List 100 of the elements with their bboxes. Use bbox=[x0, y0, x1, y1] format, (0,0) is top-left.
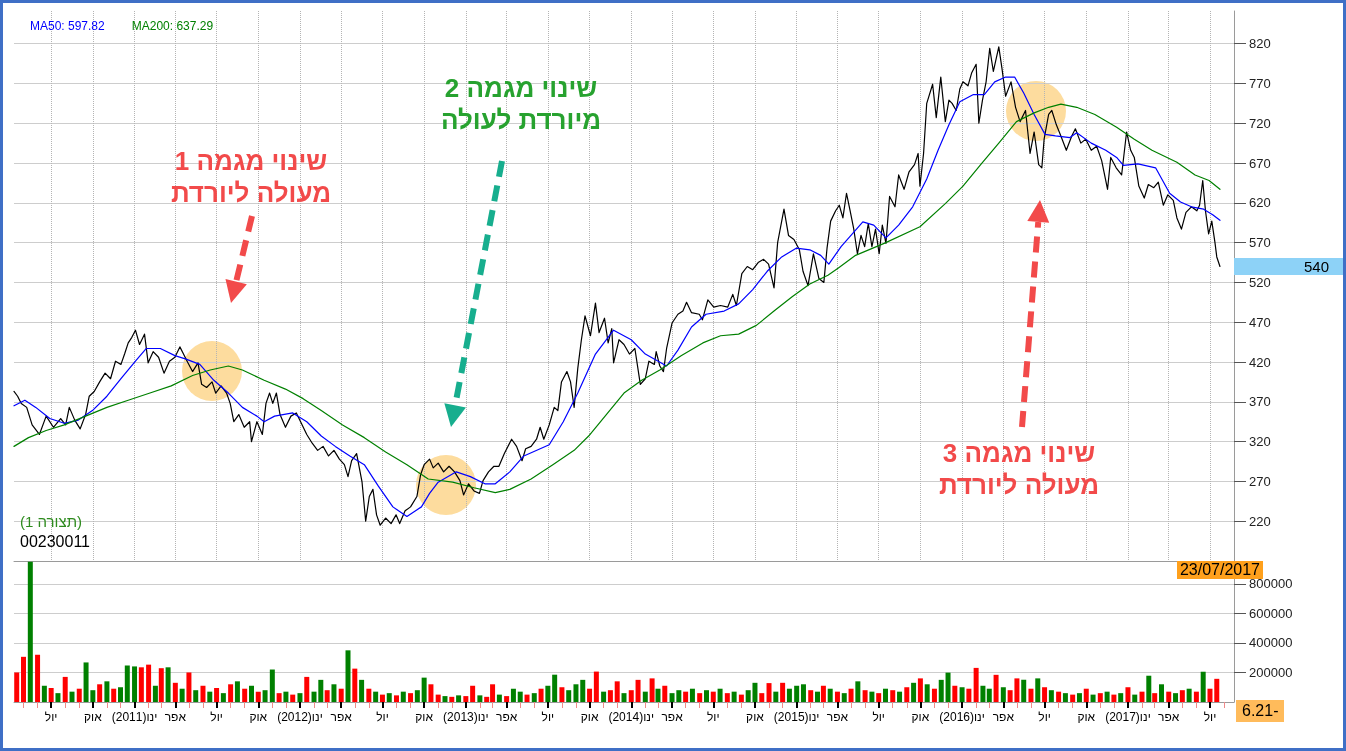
bar bbox=[876, 693, 882, 702]
bar bbox=[104, 681, 110, 702]
bar bbox=[97, 684, 103, 702]
x-tick-label: אוק bbox=[249, 710, 268, 724]
y-tick-label: 320 bbox=[1249, 434, 1271, 450]
annotation: (תצורה 1) bbox=[20, 513, 83, 531]
bar bbox=[973, 667, 979, 702]
x-tick-label: אוק bbox=[580, 710, 599, 724]
bar bbox=[242, 688, 248, 702]
bar bbox=[1158, 684, 1164, 702]
bar bbox=[69, 691, 75, 702]
y-tick-label: 370 bbox=[1249, 394, 1271, 410]
x-tick-label: אפר bbox=[826, 710, 849, 724]
bar bbox=[794, 685, 800, 702]
bar bbox=[111, 688, 117, 702]
annotation: 23/07/2017 bbox=[1176, 561, 1264, 579]
x-tick-label: אפר bbox=[330, 710, 353, 724]
bar bbox=[607, 690, 613, 702]
bar bbox=[1200, 671, 1206, 702]
y-tick-label: 670 bbox=[1249, 155, 1271, 171]
bar bbox=[703, 690, 709, 702]
bar bbox=[456, 695, 462, 702]
y-tick-label: 600000 bbox=[1249, 605, 1293, 621]
bar bbox=[48, 687, 54, 702]
bar bbox=[228, 684, 234, 702]
bar bbox=[862, 690, 868, 702]
y-tick-label: 400000 bbox=[1249, 635, 1293, 651]
bar bbox=[724, 693, 730, 702]
y-tick-label: 770 bbox=[1249, 75, 1271, 91]
x-tick-label: אוק bbox=[911, 710, 930, 724]
bar bbox=[655, 688, 661, 702]
bar bbox=[1125, 687, 1131, 702]
bar bbox=[897, 691, 903, 702]
x-tick-label: (2016)ינו bbox=[939, 710, 985, 724]
bar bbox=[1207, 688, 1213, 702]
bar bbox=[1186, 688, 1192, 702]
bar bbox=[304, 676, 310, 702]
bar bbox=[820, 685, 826, 702]
bar bbox=[869, 691, 875, 702]
y-tick-label: 570 bbox=[1249, 235, 1271, 251]
text: MA200: 637.29 bbox=[131, 19, 214, 33]
y-tick-label: 200000 bbox=[1249, 664, 1293, 680]
bar bbox=[566, 690, 572, 702]
bar bbox=[815, 691, 821, 702]
bar bbox=[882, 688, 888, 702]
bar bbox=[911, 682, 917, 702]
bar bbox=[442, 696, 448, 702]
bar bbox=[980, 685, 986, 702]
bar bbox=[738, 694, 744, 702]
bar bbox=[731, 691, 737, 702]
bar bbox=[132, 666, 138, 702]
x-tick-label: יול bbox=[376, 710, 389, 724]
text: MA50: 597.82 bbox=[30, 19, 106, 33]
bar bbox=[146, 664, 152, 702]
bar bbox=[338, 688, 344, 702]
x-tick-label: יול bbox=[1038, 710, 1051, 724]
bar bbox=[27, 561, 33, 702]
bar bbox=[580, 679, 586, 702]
bar bbox=[717, 688, 723, 702]
bar bbox=[496, 694, 502, 702]
bar bbox=[1152, 693, 1158, 702]
bar bbox=[172, 682, 178, 702]
bar bbox=[290, 694, 296, 702]
bar bbox=[1090, 694, 1096, 702]
bar bbox=[786, 688, 792, 702]
bar bbox=[808, 690, 814, 702]
bar bbox=[945, 672, 951, 702]
bar bbox=[1173, 693, 1179, 702]
x-tick-label: יול bbox=[872, 710, 885, 724]
bar bbox=[993, 674, 999, 702]
x-tick-label: יול bbox=[44, 710, 58, 724]
text: 540 bbox=[1234, 257, 1343, 275]
x-tick-label: (2012)ינו bbox=[277, 710, 323, 724]
y-tick-label: 720 bbox=[1249, 115, 1271, 131]
bar bbox=[470, 685, 476, 702]
y-tick-label: 520 bbox=[1249, 274, 1271, 290]
bar bbox=[345, 650, 351, 702]
bar bbox=[1104, 691, 1110, 702]
bar bbox=[1070, 694, 1076, 702]
bar bbox=[628, 690, 634, 702]
x-tick-label: אפר bbox=[495, 710, 518, 724]
x-tick-label: אוק bbox=[415, 710, 434, 724]
bar bbox=[248, 685, 254, 702]
bar bbox=[1097, 693, 1103, 702]
bar bbox=[394, 695, 399, 702]
bar bbox=[207, 691, 213, 702]
bar bbox=[773, 691, 779, 702]
y-tick-label: 420 bbox=[1249, 354, 1271, 370]
bar bbox=[683, 691, 689, 702]
bar bbox=[477, 695, 483, 702]
bar bbox=[1111, 694, 1117, 702]
bar bbox=[138, 667, 144, 702]
bar bbox=[938, 679, 944, 702]
bar bbox=[234, 681, 240, 702]
bar bbox=[55, 693, 61, 702]
bar bbox=[780, 682, 786, 702]
bar bbox=[504, 696, 510, 702]
bar bbox=[463, 696, 469, 702]
bar bbox=[283, 691, 289, 702]
bar bbox=[966, 688, 972, 702]
